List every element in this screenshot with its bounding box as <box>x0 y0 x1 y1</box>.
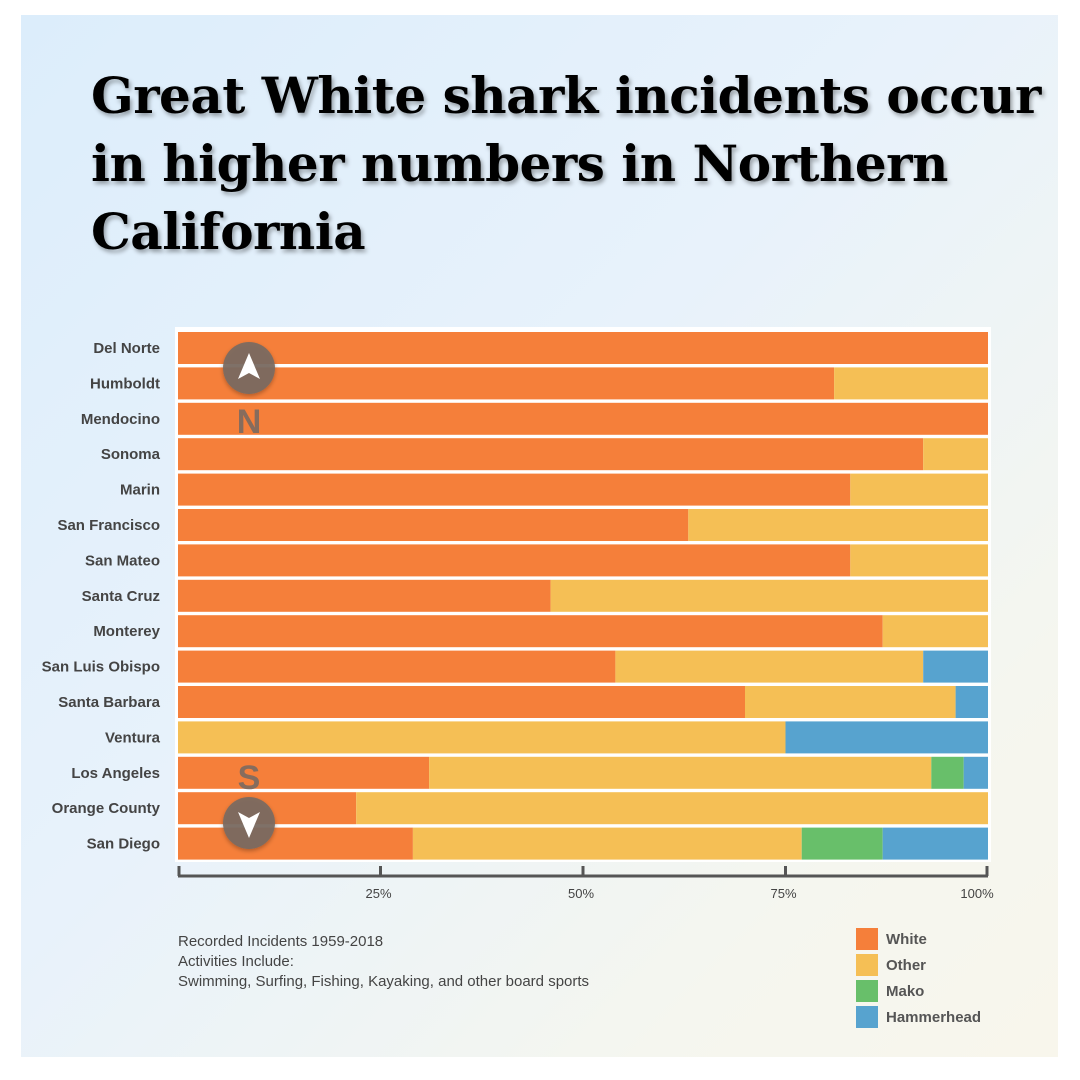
legend-swatch-white <box>856 928 878 950</box>
bar-hammerhead-san-luis-obispo <box>923 650 988 683</box>
south-label: S <box>238 759 261 797</box>
category-labels: Del Norte Humboldt Mendocino Sonoma Marin San… <box>42 340 161 853</box>
bar-hammerhead-los-angeles <box>963 756 988 789</box>
category-label: San Diego <box>87 836 160 853</box>
bar-other-monterey <box>882 615 988 648</box>
chart-title: Great White shark incidents occur in hig… <box>91 66 1041 261</box>
legend-item-mako: Mako <box>856 978 981 1004</box>
category-label: Santa Cruz <box>82 588 160 605</box>
bar-other-santa-barbara <box>745 686 956 718</box>
legend-label-white: White <box>886 930 927 948</box>
bar-other-los-angeles <box>429 756 932 789</box>
x-tick-label: 25% <box>365 886 391 901</box>
category-label: Orange County <box>52 800 161 817</box>
category-label: Santa Barbara <box>58 694 160 711</box>
bar-white-del-norte <box>178 332 988 364</box>
category-label: Marin <box>120 482 160 499</box>
bar-white-san-luis-obispo <box>178 650 616 683</box>
bar-white-los-angeles <box>178 756 430 789</box>
category-label: Los Angeles <box>71 765 160 782</box>
x-tick-label: 75% <box>770 886 796 901</box>
bar-white-santa-cruz <box>178 579 551 612</box>
bar-white-san-francisco <box>178 509 689 541</box>
footnote-line-2: Activities Include: <box>178 953 294 970</box>
bar-white-monterey <box>178 615 883 648</box>
category-label: Monterey <box>93 623 160 640</box>
x-axis: 25% 50% 75% 100% <box>177 866 994 901</box>
bar-white-marin <box>178 473 851 506</box>
legend-item-white: White <box>856 926 981 952</box>
legend-label-mako: Mako <box>886 982 925 1000</box>
legend-swatch-hammerhead <box>856 1006 878 1028</box>
legend-item-other: Other <box>856 952 981 978</box>
legend-label-hammerhead: Hammerhead <box>886 1008 982 1026</box>
legend-swatch-mako <box>856 980 878 1002</box>
bar-other-san-luis-obispo <box>615 650 924 683</box>
bar-other-sonoma <box>923 438 988 471</box>
bar-other-ventura <box>178 721 786 754</box>
north-arrow-icon <box>238 353 260 379</box>
north-label: N <box>237 403 262 441</box>
bar-mako-los-angeles <box>931 756 964 789</box>
legend-label-other: Other <box>886 956 927 974</box>
category-label: Mendocino <box>81 411 160 428</box>
category-label: Sonoma <box>101 446 161 463</box>
category-label: San Mateo <box>85 552 160 569</box>
bar-other-san-mateo <box>850 544 988 577</box>
bar-segments <box>178 332 988 860</box>
bar-other-santa-cruz <box>550 579 988 612</box>
bar-white-san-diego <box>178 827 413 860</box>
legend-swatch-other <box>856 954 878 976</box>
bar-other-marin <box>850 473 988 506</box>
legend: White Other Mako Hammerhead <box>856 926 981 1030</box>
bar-other-san-francisco <box>688 509 988 541</box>
bar-white-san-mateo <box>178 544 851 577</box>
category-label: San Francisco <box>57 517 160 534</box>
x-tick-label: 100% <box>960 886 994 901</box>
bar-hammerhead-ventura <box>785 721 988 754</box>
bar-white-mendocino <box>178 402 988 435</box>
compass: N S <box>223 342 275 849</box>
footnote-line-3: Swimming, Surfing, Fishing, Kayaking, an… <box>178 973 590 990</box>
south-arrow-icon <box>238 812 260 838</box>
category-label: San Luis Obispo <box>42 659 160 676</box>
category-label: Ventura <box>105 729 161 746</box>
bar-other-humboldt <box>834 367 988 400</box>
bar-hammerhead-san-diego <box>882 827 988 860</box>
bar-hammerhead-santa-barbara <box>955 686 988 718</box>
bar-white-santa-barbara <box>178 686 745 718</box>
bar-white-sonoma <box>178 438 924 471</box>
legend-item-hammerhead: Hammerhead <box>856 1004 981 1030</box>
bar-other-san-diego <box>412 827 802 860</box>
footnote-line-1: Recorded Incidents 1959-2018 <box>178 933 384 950</box>
bar-white-humboldt <box>178 367 835 400</box>
footnote: Recorded Incidents 1959-2018 Activities … <box>178 932 589 992</box>
bar-other-orange-county <box>356 792 988 825</box>
x-tick-label: 50% <box>568 886 594 901</box>
category-label: Humboldt <box>90 375 160 392</box>
bar-mako-san-diego <box>801 827 883 860</box>
category-label: Del Norte <box>93 340 160 357</box>
